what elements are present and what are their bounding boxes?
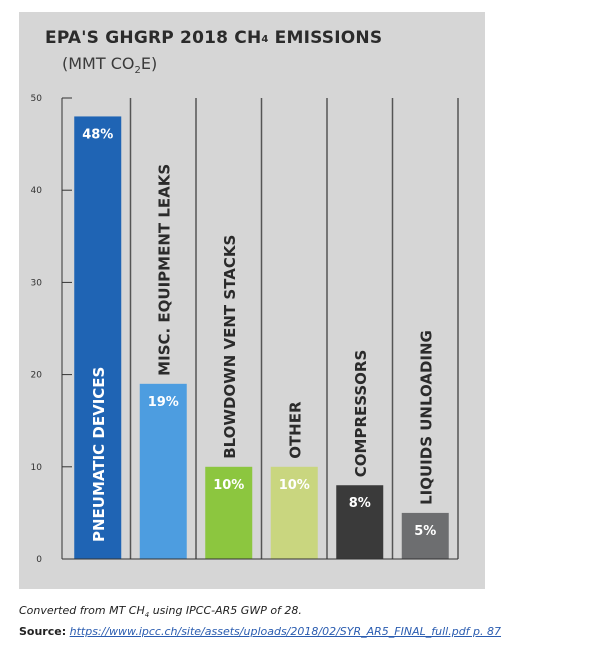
y-tick-label: 0 xyxy=(36,555,42,565)
chart-title: EPA'S GHGRP 2018 CH4 EMISSIONS xyxy=(45,28,383,48)
bar xyxy=(139,383,187,559)
category-label: OTHER xyxy=(286,401,304,459)
category-label: PNEUMATIC DEVICES xyxy=(90,367,108,542)
bar xyxy=(336,485,384,559)
data-label: 19% xyxy=(148,395,179,410)
conversion-footnote: Converted from MT CH4 using IPCC-AR5 GWP… xyxy=(19,604,302,620)
source-label: Source: xyxy=(19,625,67,638)
chart-units: (MMT CO2E) xyxy=(62,54,158,77)
bar xyxy=(401,512,449,559)
category-label: COMPRESSORS xyxy=(352,350,370,478)
y-tick-label: 40 xyxy=(31,186,43,196)
y-tick-label: 10 xyxy=(31,463,43,473)
bar xyxy=(270,466,318,559)
source-line: Source: https://www.ipcc.ch/site/assets/… xyxy=(19,625,501,638)
data-label: 10% xyxy=(279,478,310,493)
category-label: LIQUIDS UNLOADING xyxy=(417,330,435,505)
y-tick-label: 30 xyxy=(31,278,43,288)
data-label: 8% xyxy=(349,496,371,511)
category-label: MISC. EQUIPMENT LEAKS xyxy=(155,164,173,376)
bar xyxy=(205,466,253,559)
data-label: 10% xyxy=(213,478,244,493)
category-label: BLOWDOWN VENT STACKS xyxy=(221,235,239,459)
bar xyxy=(74,116,122,559)
y-tick-label: 50 xyxy=(31,94,43,104)
source-link[interactable]: https://www.ipcc.ch/site/assets/uploads/… xyxy=(69,625,502,638)
data-label: 48% xyxy=(82,127,113,142)
y-tick-label: 20 xyxy=(31,371,43,381)
data-label: 5% xyxy=(414,524,436,539)
